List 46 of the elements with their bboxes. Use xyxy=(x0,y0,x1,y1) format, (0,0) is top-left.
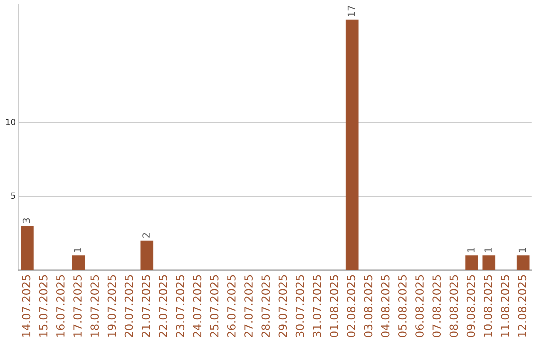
x-tick-label: 14.07.2025 xyxy=(22,275,31,337)
x-tick-label: 22.07.2025 xyxy=(159,275,168,338)
x-tick-label: 26.07.2025 xyxy=(227,275,236,338)
data-label: 1 xyxy=(484,248,492,252)
x-tick-label: 29.07.2025 xyxy=(278,275,288,338)
x-tick-label: 05.08.2025 xyxy=(398,275,407,338)
y-tick-label: 5 xyxy=(11,192,16,200)
data-label: 2 xyxy=(142,233,150,238)
x-tick-label: 27.07.2025 xyxy=(244,275,253,338)
bar xyxy=(466,256,478,270)
x-tick-label: 02.08.2025 xyxy=(347,275,356,338)
x-tick-label: 17.07.2025 xyxy=(74,275,82,337)
x-tick-label: 11.08.2025 xyxy=(501,275,510,337)
data-label: 17 xyxy=(348,6,356,17)
y-tick-label: 10 xyxy=(6,119,16,126)
x-tick-label: 07.08.2025 xyxy=(432,275,442,338)
bar xyxy=(346,20,359,270)
x-tick-label: 08.08.2025 xyxy=(450,275,458,338)
x-tick-label: 24.07.2025 xyxy=(193,275,202,338)
data-label: 1 xyxy=(74,248,82,252)
x-tick-label: 19.07.2025 xyxy=(108,275,116,337)
x-tick-label: 04.08.2025 xyxy=(381,275,390,338)
x-tick-label: 12.08.2025 xyxy=(518,275,527,337)
bar xyxy=(21,226,34,270)
x-tick-label: 28.07.2025 xyxy=(262,275,270,338)
x-tick-label: 25.07.2025 xyxy=(210,275,219,338)
data-label: 3 xyxy=(22,218,30,224)
x-tick-label: 20.07.2025 xyxy=(124,275,134,338)
x-tick-label: 16.07.2025 xyxy=(56,275,65,337)
x-tick-label: 30.07.2025 xyxy=(296,275,304,338)
bar xyxy=(482,256,496,270)
x-tick-label: 09.08.2025 xyxy=(466,275,476,338)
x-tick-label: 06.08.2025 xyxy=(416,275,424,338)
data-label: 1 xyxy=(468,248,475,252)
bar xyxy=(516,256,530,270)
x-tick-label: 31.07.2025 xyxy=(312,275,322,338)
bar xyxy=(140,240,154,270)
x-tick-label: 21.07.2025 xyxy=(142,275,150,338)
bar xyxy=(72,256,86,270)
data-label: 1 xyxy=(518,248,526,252)
x-tick-label: 01.08.2025 xyxy=(330,275,338,338)
x-tick-label: 15.07.2025 xyxy=(39,275,48,337)
x-tick-label: 23.07.2025 xyxy=(176,275,185,338)
x-tick-label: 10.08.2025 xyxy=(484,275,492,337)
x-tick-label: 03.08.2025 xyxy=(364,275,373,338)
x-tick-label: 18.07.2025 xyxy=(90,275,100,337)
